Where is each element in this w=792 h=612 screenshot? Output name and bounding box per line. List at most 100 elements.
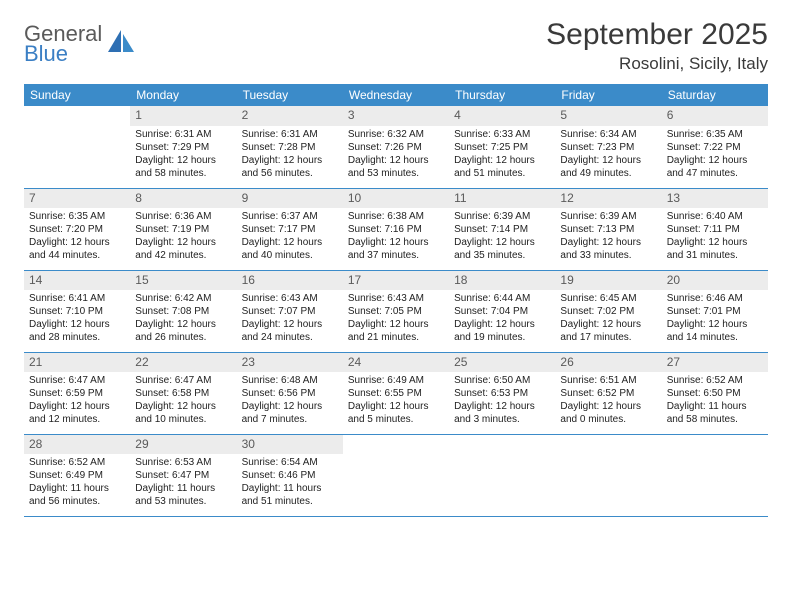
day-number: 18 <box>449 271 555 291</box>
day-cell <box>555 434 661 516</box>
day-cell: 17Sunrise: 6:43 AMSunset: 7:05 PMDayligh… <box>343 270 449 352</box>
sunrise-line: Sunrise: 6:52 AM <box>667 374 763 387</box>
sunset-line: Sunset: 6:58 PM <box>135 387 231 400</box>
sunset-line: Sunset: 6:52 PM <box>560 387 656 400</box>
day-cell: 24Sunrise: 6:49 AMSunset: 6:55 PMDayligh… <box>343 352 449 434</box>
location-label: Rosolini, Sicily, Italy <box>546 54 768 74</box>
sunset-line: Sunset: 7:02 PM <box>560 305 656 318</box>
day-number: 26 <box>555 353 661 373</box>
sunset-line: Sunset: 7:11 PM <box>667 223 763 236</box>
day-cell: 21Sunrise: 6:47 AMSunset: 6:59 PMDayligh… <box>24 352 130 434</box>
daylight-line: Daylight: 12 hours and 26 minutes. <box>135 318 231 344</box>
day-cell: 23Sunrise: 6:48 AMSunset: 6:56 PMDayligh… <box>237 352 343 434</box>
day-number: 25 <box>449 353 555 373</box>
day-number: 4 <box>449 106 555 126</box>
daylight-line: Daylight: 12 hours and 35 minutes. <box>454 236 550 262</box>
daylight-line: Daylight: 12 hours and 40 minutes. <box>242 236 338 262</box>
day-cell: 9Sunrise: 6:37 AMSunset: 7:17 PMDaylight… <box>237 188 343 270</box>
sunrise-line: Sunrise: 6:34 AM <box>560 128 656 141</box>
day-number: 21 <box>24 353 130 373</box>
sunrise-line: Sunrise: 6:35 AM <box>29 210 125 223</box>
sunset-line: Sunset: 6:49 PM <box>29 469 125 482</box>
sunset-line: Sunset: 7:05 PM <box>348 305 444 318</box>
day-cell: 7Sunrise: 6:35 AMSunset: 7:20 PMDaylight… <box>24 188 130 270</box>
daylight-line: Daylight: 12 hours and 0 minutes. <box>560 400 656 426</box>
daylight-line: Daylight: 12 hours and 56 minutes. <box>242 154 338 180</box>
sunset-line: Sunset: 6:50 PM <box>667 387 763 400</box>
day-number: 19 <box>555 271 661 291</box>
sunset-line: Sunset: 7:17 PM <box>242 223 338 236</box>
day-cell: 16Sunrise: 6:43 AMSunset: 7:07 PMDayligh… <box>237 270 343 352</box>
sunset-line: Sunset: 7:28 PM <box>242 141 338 154</box>
calendar-page: General Blue September 2025 Rosolini, Si… <box>0 0 792 535</box>
sunset-line: Sunset: 6:55 PM <box>348 387 444 400</box>
day-cell: 2Sunrise: 6:31 AMSunset: 7:28 PMDaylight… <box>237 106 343 188</box>
day-cell: 29Sunrise: 6:53 AMSunset: 6:47 PMDayligh… <box>130 434 236 516</box>
sunset-line: Sunset: 6:47 PM <box>135 469 231 482</box>
daylight-line: Daylight: 12 hours and 49 minutes. <box>560 154 656 180</box>
day-cell: 20Sunrise: 6:46 AMSunset: 7:01 PMDayligh… <box>662 270 768 352</box>
sunrise-line: Sunrise: 6:54 AM <box>242 456 338 469</box>
day-cell: 3Sunrise: 6:32 AMSunset: 7:26 PMDaylight… <box>343 106 449 188</box>
daylight-line: Daylight: 12 hours and 19 minutes. <box>454 318 550 344</box>
sunrise-line: Sunrise: 6:52 AM <box>29 456 125 469</box>
col-saturday: Saturday <box>662 84 768 106</box>
calendar-header-row: Sunday Monday Tuesday Wednesday Thursday… <box>24 84 768 106</box>
sunrise-line: Sunrise: 6:47 AM <box>29 374 125 387</box>
day-number: 12 <box>555 189 661 209</box>
sunset-line: Sunset: 7:16 PM <box>348 223 444 236</box>
day-cell: 27Sunrise: 6:52 AMSunset: 6:50 PMDayligh… <box>662 352 768 434</box>
daylight-line: Daylight: 12 hours and 17 minutes. <box>560 318 656 344</box>
day-number: 1 <box>130 106 236 126</box>
day-cell: 4Sunrise: 6:33 AMSunset: 7:25 PMDaylight… <box>449 106 555 188</box>
day-cell: 5Sunrise: 6:34 AMSunset: 7:23 PMDaylight… <box>555 106 661 188</box>
daylight-line: Daylight: 12 hours and 51 minutes. <box>454 154 550 180</box>
day-number: 14 <box>24 271 130 291</box>
sunset-line: Sunset: 7:01 PM <box>667 305 763 318</box>
day-number: 16 <box>237 271 343 291</box>
day-cell: 22Sunrise: 6:47 AMSunset: 6:58 PMDayligh… <box>130 352 236 434</box>
sunset-line: Sunset: 7:22 PM <box>667 141 763 154</box>
sunrise-line: Sunrise: 6:35 AM <box>667 128 763 141</box>
day-number: 8 <box>130 189 236 209</box>
sunset-line: Sunset: 7:26 PM <box>348 141 444 154</box>
sunrise-line: Sunrise: 6:42 AM <box>135 292 231 305</box>
day-cell <box>449 434 555 516</box>
sunset-line: Sunset: 7:20 PM <box>29 223 125 236</box>
sunrise-line: Sunrise: 6:40 AM <box>667 210 763 223</box>
daylight-line: Daylight: 12 hours and 21 minutes. <box>348 318 444 344</box>
sunset-line: Sunset: 7:29 PM <box>135 141 231 154</box>
sunrise-line: Sunrise: 6:39 AM <box>560 210 656 223</box>
day-number: 23 <box>237 353 343 373</box>
sunrise-line: Sunrise: 6:41 AM <box>29 292 125 305</box>
sunrise-line: Sunrise: 6:43 AM <box>242 292 338 305</box>
sunset-line: Sunset: 7:25 PM <box>454 141 550 154</box>
sunrise-line: Sunrise: 6:38 AM <box>348 210 444 223</box>
daylight-line: Daylight: 12 hours and 5 minutes. <box>348 400 444 426</box>
col-sunday: Sunday <box>24 84 130 106</box>
col-friday: Friday <box>555 84 661 106</box>
sunset-line: Sunset: 7:13 PM <box>560 223 656 236</box>
day-number: 24 <box>343 353 449 373</box>
sunrise-line: Sunrise: 6:46 AM <box>667 292 763 305</box>
sunset-line: Sunset: 6:56 PM <box>242 387 338 400</box>
day-number: 11 <box>449 189 555 209</box>
sunset-line: Sunset: 7:23 PM <box>560 141 656 154</box>
title-block: September 2025 Rosolini, Sicily, Italy <box>546 18 768 74</box>
sunrise-line: Sunrise: 6:31 AM <box>135 128 231 141</box>
sunrise-line: Sunrise: 6:39 AM <box>454 210 550 223</box>
sunrise-line: Sunrise: 6:44 AM <box>454 292 550 305</box>
sunrise-line: Sunrise: 6:43 AM <box>348 292 444 305</box>
col-tuesday: Tuesday <box>237 84 343 106</box>
sunset-line: Sunset: 6:46 PM <box>242 469 338 482</box>
sunset-line: Sunset: 7:04 PM <box>454 305 550 318</box>
daylight-line: Daylight: 12 hours and 42 minutes. <box>135 236 231 262</box>
week-row: 1 Sunrise: 6:31 AMSunset: 7:29 PM Daylight… <box>24 106 768 188</box>
header: General Blue September 2025 Rosolini, Si… <box>24 18 768 74</box>
sunrise-line: Sunrise: 6:32 AM <box>348 128 444 141</box>
daylight-line: Daylight: 12 hours and 7 minutes. <box>242 400 338 426</box>
day-cell: 1Sunrise: 6:31 AMSunset: 7:29 PMDaylight… <box>130 106 236 188</box>
sunset-line: Sunset: 7:14 PM <box>454 223 550 236</box>
day-number: 27 <box>662 353 768 373</box>
day-cell: 19Sunrise: 6:45 AMSunset: 7:02 PMDayligh… <box>555 270 661 352</box>
